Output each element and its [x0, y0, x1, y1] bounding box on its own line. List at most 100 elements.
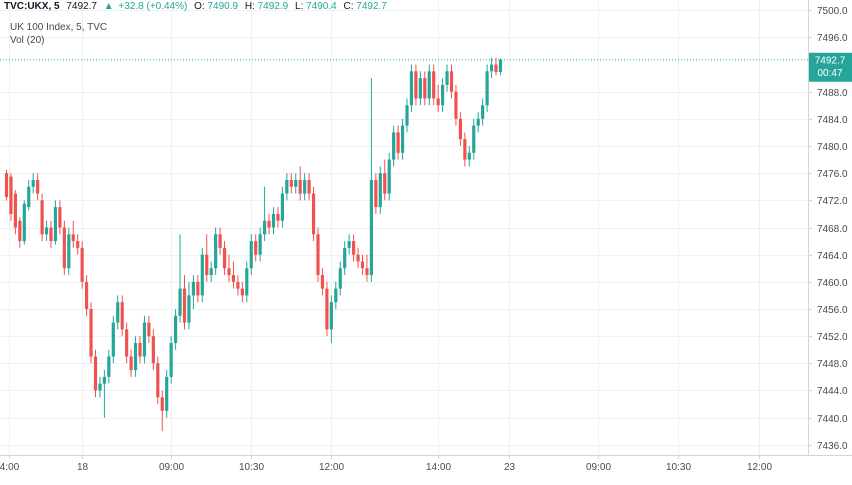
candle — [418, 71, 422, 106]
candle — [249, 234, 253, 276]
candle — [298, 166, 302, 201]
candle — [316, 227, 320, 282]
candle-body — [325, 288, 329, 330]
open-label: O: — [194, 1, 205, 12]
candle-body — [58, 207, 62, 228]
candle — [209, 261, 213, 282]
candle — [174, 308, 178, 350]
candle — [481, 98, 485, 126]
candle-body — [289, 179, 293, 187]
candle — [356, 247, 360, 269]
candle-body — [156, 363, 160, 398]
candle-body — [463, 139, 467, 160]
candle-body — [400, 125, 405, 153]
candle — [472, 118, 476, 160]
candle — [31, 173, 35, 194]
time-axis[interactable]: 4:00 18 09:00 10:30 12:00 14:00 23 09:00 10:30 12… — [0, 455, 772, 473]
y-tick-label: 7468.0 — [817, 224, 848, 235]
candle-body — [423, 78, 427, 99]
candle-body — [369, 179, 373, 276]
candle-body — [62, 227, 66, 269]
candle-body — [236, 281, 240, 289]
candle-body — [294, 179, 298, 187]
candle — [9, 173, 13, 221]
candle — [62, 220, 66, 276]
y-tick-label: 7440.0 — [817, 414, 848, 425]
candle-body — [245, 268, 249, 296]
candle-body — [481, 105, 485, 119]
candle-body — [27, 186, 31, 208]
candle — [107, 349, 111, 384]
x-tick-label: 14:00 — [426, 462, 451, 473]
candle-body — [365, 268, 369, 276]
candle-body — [227, 268, 231, 276]
x-tick-label: 09:00 — [586, 462, 611, 473]
candle — [116, 295, 120, 330]
candle-body — [418, 78, 422, 99]
y-tick-label: 7456.0 — [817, 305, 848, 316]
candle-body — [436, 98, 440, 106]
candle — [445, 64, 449, 92]
candle — [267, 213, 271, 235]
close-value: 7492.7 — [356, 1, 387, 12]
candle-body — [22, 203, 26, 242]
candle-body — [196, 281, 200, 296]
candle — [236, 275, 240, 296]
candle — [276, 207, 280, 228]
series-legend-title[interactable]: UK 100 Index, 5, TVC — [10, 22, 107, 33]
candle — [129, 349, 133, 377]
candle-body — [231, 275, 236, 282]
candle — [44, 220, 49, 242]
last-value: 7492.7 — [66, 1, 97, 12]
x-tick-label: 23 — [504, 462, 516, 473]
candle — [409, 64, 414, 113]
candle-body — [316, 234, 320, 276]
candle — [423, 71, 427, 106]
candle — [93, 349, 98, 398]
candle-body — [240, 288, 244, 296]
candle — [432, 64, 436, 106]
candle — [498, 58, 503, 76]
high-label: H: — [245, 1, 255, 12]
candle-body — [432, 71, 436, 99]
candle — [231, 261, 236, 289]
candle — [285, 173, 289, 201]
candle-body — [467, 152, 471, 160]
candle — [245, 261, 249, 303]
candle — [49, 220, 53, 248]
candle — [147, 315, 151, 343]
candle-body — [498, 59, 503, 72]
candle-body — [298, 179, 302, 194]
candle — [111, 315, 115, 364]
candle — [436, 84, 440, 113]
candle-body — [218, 234, 222, 248]
change-value: +32.8 (+0.44%) — [118, 1, 187, 12]
x-tick-label: 10:30 — [239, 462, 264, 473]
candle-body — [387, 159, 391, 194]
candle-body — [80, 247, 84, 282]
candle — [200, 247, 204, 303]
candle — [449, 64, 454, 99]
y-tick-label: 7444.0 — [817, 386, 848, 397]
candle-body — [133, 342, 138, 371]
candle-body — [116, 302, 120, 323]
candle-body — [338, 268, 342, 289]
candle-body — [489, 64, 494, 72]
price-axis[interactable]: 7436.0 7440.0 7444.0 7448.0 7452.0 7456.0 7460… — [808, 6, 848, 452]
candle — [214, 227, 218, 276]
symbol-legend[interactable]: TVC:UKX, 5 7492.7 ▲ +32.8 (+0.44%) O: 74… — [4, 1, 387, 12]
candle-body — [280, 193, 284, 221]
candle-body — [334, 288, 338, 303]
y-tick-label: 7448.0 — [817, 359, 848, 370]
y-tick-label: 7480.0 — [817, 142, 848, 153]
volume-legend[interactable]: Vol (20) — [10, 35, 44, 46]
low-label: L: — [295, 1, 303, 12]
candle — [374, 173, 378, 214]
candle — [476, 112, 480, 133]
y-tick-label: 7472.0 — [817, 196, 848, 207]
candle — [227, 254, 231, 282]
candle — [258, 227, 262, 262]
close-label: C: — [344, 1, 354, 12]
candle — [85, 275, 89, 316]
